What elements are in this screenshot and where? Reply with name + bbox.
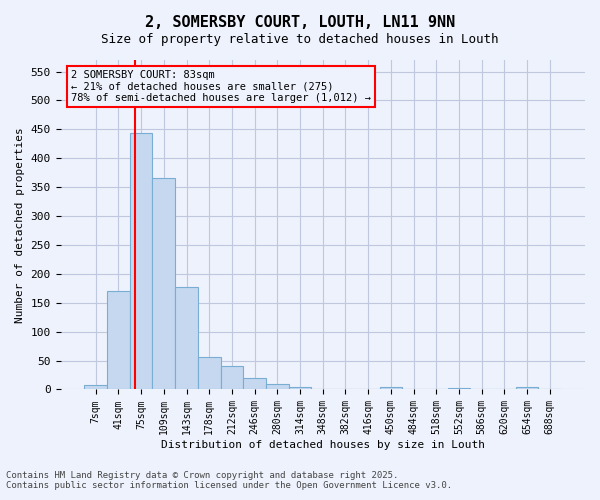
Bar <box>175 286 198 390</box>
Text: Contains HM Land Registry data © Crown copyright and database right 2025.
Contai: Contains HM Land Registry data © Crown c… <box>6 470 452 490</box>
X-axis label: Distribution of detached houses by size in Louth: Distribution of detached houses by size … <box>161 440 485 450</box>
Bar <box>448 388 470 390</box>
Text: 2, SOMERSBY COURT, LOUTH, LN11 9NN: 2, SOMERSBY COURT, LOUTH, LN11 9NN <box>145 15 455 30</box>
Bar <box>516 387 538 390</box>
Bar <box>380 387 402 390</box>
Bar <box>152 178 175 390</box>
Text: Size of property relative to detached houses in Louth: Size of property relative to detached ho… <box>101 32 499 46</box>
Bar <box>243 378 266 390</box>
Bar <box>221 366 243 390</box>
Bar <box>130 134 152 390</box>
Bar <box>198 356 221 390</box>
Y-axis label: Number of detached properties: Number of detached properties <box>15 127 25 322</box>
Text: 2 SOMERSBY COURT: 83sqm
← 21% of detached houses are smaller (275)
78% of semi-d: 2 SOMERSBY COURT: 83sqm ← 21% of detache… <box>71 70 371 103</box>
Bar <box>85 385 107 390</box>
Bar <box>289 386 311 390</box>
Bar <box>266 384 289 390</box>
Bar <box>107 291 130 390</box>
